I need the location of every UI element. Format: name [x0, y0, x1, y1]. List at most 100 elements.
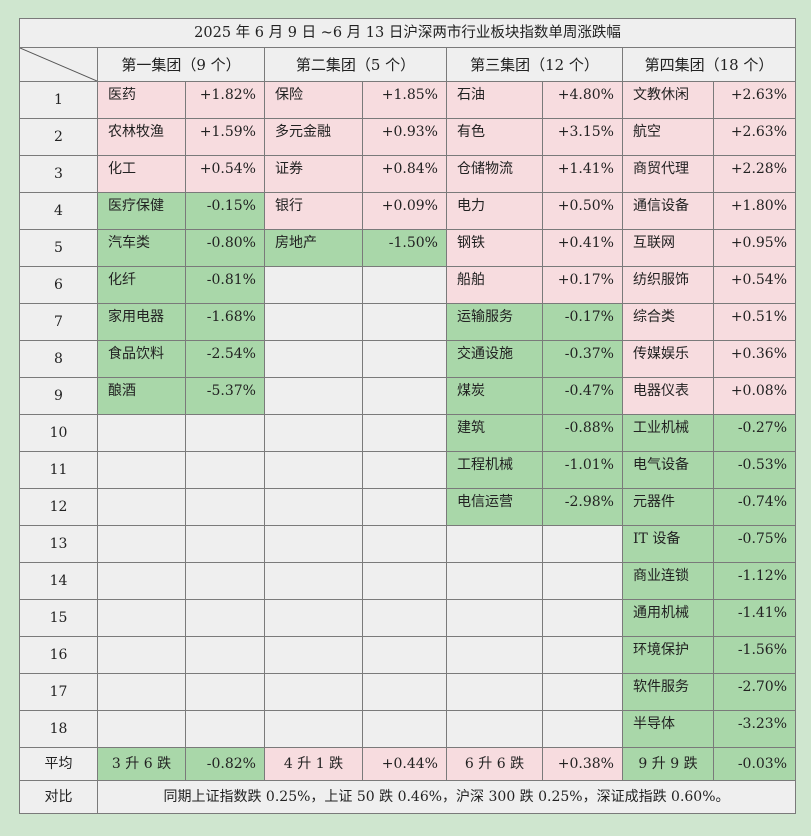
- sector-name: [264, 451, 363, 489]
- row-index: 5: [19, 229, 98, 267]
- sector-change: +2.63%: [712, 118, 797, 156]
- sector-name: 食品饮料: [97, 340, 186, 378]
- sector-change: [362, 266, 447, 304]
- sector-name: 保险: [264, 81, 363, 119]
- sector-name: 电气设备: [622, 451, 714, 489]
- table-row: 9 酿酒 -5.37% 煤炭 -0.47% 电器仪表 +0.08%: [19, 377, 797, 415]
- group-header-3: 第三集团（12 个）: [446, 47, 623, 82]
- sector-name: [264, 340, 363, 378]
- sector-change: [362, 488, 447, 526]
- sector-name: 商贸代理: [622, 155, 714, 193]
- sector-change: [185, 488, 265, 526]
- sector-change: +0.93%: [362, 118, 447, 156]
- table-row: 2 农林牧渔 +1.59% 多元金融 +0.93% 有色 +3.15% 航空 +2.63%: [19, 118, 797, 156]
- sector-name: [264, 303, 363, 341]
- sector-change: +0.36%: [712, 340, 797, 378]
- sector-change: [185, 414, 265, 452]
- sector-name: 煤炭: [446, 377, 543, 415]
- table-row: 13 IT 设备 -0.75%: [19, 525, 797, 563]
- table-row: 5 汽车类 -0.80% 房地产 -1.50% 钢铁 +0.41% 互联网 +0.95%: [19, 229, 797, 267]
- sector-name: 房地产: [264, 229, 363, 267]
- sector-name: [264, 377, 363, 415]
- sector-change: -0.80%: [185, 229, 265, 267]
- sector-change: +0.54%: [185, 155, 265, 193]
- row-index: 1: [19, 81, 98, 119]
- sector-change: -0.74%: [712, 488, 797, 526]
- sector-change: +1.41%: [542, 155, 623, 193]
- sector-change: [542, 673, 623, 711]
- sector-change: +3.15%: [542, 118, 623, 156]
- sector-name: 元器件: [622, 488, 714, 526]
- sector-change: -3.23%: [712, 710, 797, 748]
- row-index: 16: [19, 636, 98, 674]
- sector-change: +0.41%: [542, 229, 623, 267]
- row-index: 7: [19, 303, 98, 341]
- sector-change: [185, 525, 265, 563]
- sector-name: 仓储物流: [446, 155, 543, 193]
- sector-name: [264, 673, 363, 711]
- sector-change: +0.54%: [712, 266, 797, 304]
- sector-name: 建筑: [446, 414, 543, 452]
- sector-name: 多元金融: [264, 118, 363, 156]
- sector-performance-table: 2025 年 6 月 9 日 ~6 月 13 日沪深两市行业板块指数单周涨跌幅 …: [18, 18, 797, 814]
- sector-change: [185, 562, 265, 600]
- sector-name: 医药: [97, 81, 186, 119]
- sector-name: 工程机械: [446, 451, 543, 489]
- sector-change: [185, 673, 265, 711]
- sector-change: [185, 636, 265, 674]
- sector-name: [446, 710, 543, 748]
- sector-change: -0.17%: [542, 303, 623, 341]
- sector-change: +0.08%: [712, 377, 797, 415]
- sector-name: 证券: [264, 155, 363, 193]
- sector-change: [362, 710, 447, 748]
- sector-change: [362, 303, 447, 341]
- sector-change: -0.88%: [542, 414, 623, 452]
- sector-name: IT 设备: [622, 525, 714, 563]
- sector-change: [542, 636, 623, 674]
- sector-name: [264, 599, 363, 637]
- sector-name: [97, 414, 186, 452]
- table-row: 1 医药 +1.82% 保险 +1.85% 石油 +4.80% 文教休闲 +2.63%: [19, 81, 797, 119]
- sector-name: [446, 562, 543, 600]
- group-header-1: 第一集团（9 个）: [97, 47, 265, 82]
- average-change: +0.38%: [542, 747, 623, 781]
- sector-change: +1.59%: [185, 118, 265, 156]
- sector-change: -0.81%: [185, 266, 265, 304]
- sector-name: 电力: [446, 192, 543, 230]
- sector-name: 船舶: [446, 266, 543, 304]
- sector-change: -2.70%: [712, 673, 797, 711]
- average-count: 3 升 6 跌: [97, 747, 186, 781]
- sector-change: -0.37%: [542, 340, 623, 378]
- sector-name: 综合类: [622, 303, 714, 341]
- sector-name: 家用电器: [97, 303, 186, 341]
- sector-name: 通用机械: [622, 599, 714, 637]
- average-change: +0.44%: [362, 747, 447, 781]
- sector-name: 电器仪表: [622, 377, 714, 415]
- row-index: 6: [19, 266, 98, 304]
- sector-change: -2.98%: [542, 488, 623, 526]
- sector-name: 钢铁: [446, 229, 543, 267]
- sector-name: [446, 636, 543, 674]
- sector-change: +1.85%: [362, 81, 447, 119]
- sector-name: [97, 599, 186, 637]
- sector-name: [264, 562, 363, 600]
- sector-name: 运输服务: [446, 303, 543, 341]
- row-index: 12: [19, 488, 98, 526]
- sector-change: [362, 340, 447, 378]
- sector-name: 工业机械: [622, 414, 714, 452]
- row-index: 11: [19, 451, 98, 489]
- sector-name: [264, 525, 363, 563]
- sector-change: [185, 451, 265, 489]
- sector-name: 农林牧渔: [97, 118, 186, 156]
- sector-name: 医疗保健: [97, 192, 186, 230]
- sector-change: -1.68%: [185, 303, 265, 341]
- sector-change: -1.56%: [712, 636, 797, 674]
- sector-change: -0.47%: [542, 377, 623, 415]
- sector-change: [362, 525, 447, 563]
- row-index: 15: [19, 599, 98, 637]
- average-count: 9 升 9 跌: [622, 747, 714, 781]
- group-header-2: 第二集团（5 个）: [264, 47, 447, 82]
- average-change: -0.03%: [712, 747, 797, 781]
- sector-name: 化纤: [97, 266, 186, 304]
- sector-name: [264, 266, 363, 304]
